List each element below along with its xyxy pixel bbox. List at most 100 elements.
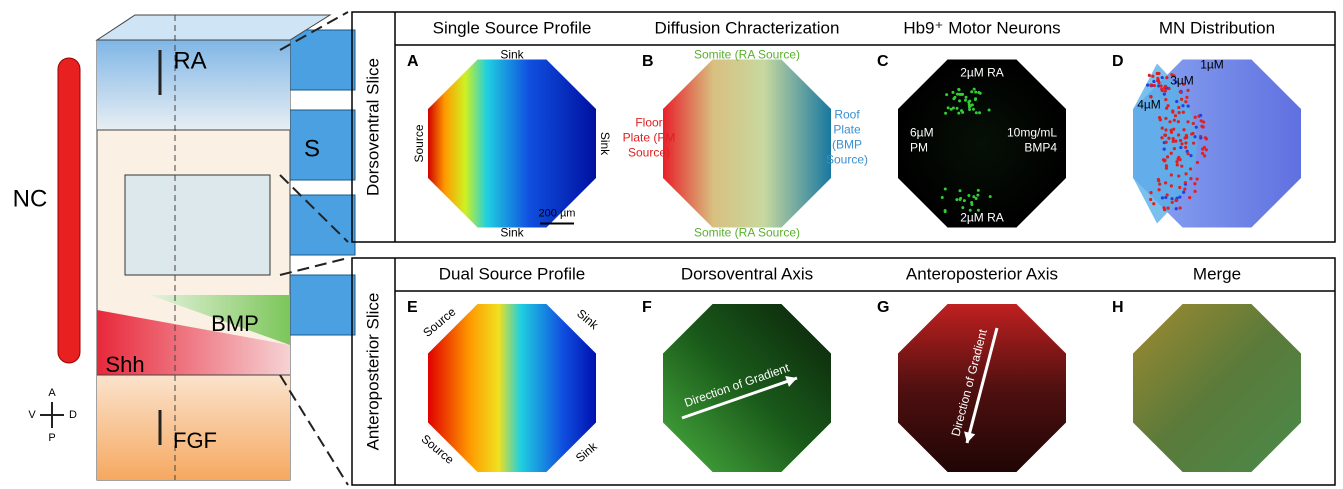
connector [279,374,349,486]
label-line: 2µM RA [960,211,1004,225]
neuron-dot [1180,142,1184,146]
neuron-dot [1178,206,1182,210]
neuron-dot [1169,130,1174,134]
neuron-dot [1184,100,1188,104]
neuron-dot [1164,140,1168,144]
neuron-dot [1171,110,1175,114]
neuron-dot [1170,200,1174,204]
neuron-dot [1183,187,1187,191]
neuron-dot [1149,197,1153,202]
neuron-dot [1204,148,1208,152]
panel-label: Sink [573,439,601,465]
neuron-dot [1146,83,1150,87]
neuron-dot [1156,79,1160,83]
panel-letter: G [877,299,889,316]
cell [972,87,976,91]
neuron-dot [1151,74,1155,78]
label-line: Roof [834,108,860,122]
bmp-label: BMP [211,311,259,336]
neuron-dot [1201,151,1205,155]
label-line: PM [910,141,928,155]
neuron-dot [1171,139,1175,143]
neuron-dot [1199,136,1203,140]
neuron-dot [1158,118,1162,122]
embryo-diagram: NC RA S BMP Shh FGF A P V D [13,11,356,486]
panel-label: Source [412,124,426,162]
neuron-dot [1186,88,1190,92]
connector [279,174,349,243]
neuron-dot [1172,127,1176,131]
neuron-dot [1178,185,1182,190]
octagon [898,59,1066,228]
neuron-dot [1164,166,1169,170]
neuron-dot [1149,191,1153,195]
fgf-label: FGF [173,428,217,453]
neuron-dot [1157,179,1161,183]
neuron-dot [1202,120,1206,124]
neuron-dot [1164,128,1168,132]
neuron-dot [1192,141,1196,145]
neuron-dot [1174,80,1178,84]
neuron-dot [1179,138,1183,143]
panel-letter: C [877,53,889,70]
neuron-dot [1181,110,1185,114]
neuron-dot [1195,177,1199,181]
neuron-dot [1165,76,1169,80]
neuron-dot [1193,115,1197,119]
ra-region [97,40,290,130]
neuron-dot [1169,173,1173,177]
neuron-dot [1195,160,1200,165]
neuron-dot [1163,181,1168,185]
neuron-dot [1169,184,1173,188]
connector [279,257,349,276]
neuron-dot [1189,176,1193,181]
panel-label: Sink [574,307,602,333]
cell [949,107,953,111]
label-line: Somite (RA Source) [694,48,800,62]
notochord [57,57,81,364]
neuron-dot [1177,174,1181,178]
fgf-region [97,370,290,480]
label-line: Sink [500,48,524,62]
cell [957,111,961,115]
cell [955,198,959,202]
cell [945,93,949,97]
neuron-dot [1175,163,1179,167]
label-line: Sink [598,132,612,156]
neuron-dot [1194,125,1198,129]
label-line: 6µM [910,126,934,140]
neuron-dot [1184,145,1188,149]
neuron-dot [1163,84,1168,88]
row-frame [351,257,1336,486]
neuron-dot [1174,139,1178,143]
neuron-dot [1189,154,1193,158]
neuron-dot [1152,202,1156,206]
neuron-dot [1174,207,1178,211]
cell [958,99,962,103]
neuron-dot [1172,74,1176,78]
neuron-dot [1165,155,1170,159]
neuron-dot [1178,158,1182,162]
compass-label: P [48,432,55,444]
neuron-dot [1163,133,1168,137]
neuron-dot [1181,104,1185,108]
panel-label: Sink [598,132,612,156]
neuron-dot [1169,151,1173,155]
neuron-dot [1188,167,1193,171]
panel-label: 4µM [1137,98,1161,112]
row-frame [351,11,1336,243]
cell [962,199,966,203]
neuron-dot [1182,128,1186,132]
cell [974,197,978,201]
label-line: Sink [809,307,837,333]
cell [944,111,948,115]
neuron-dot [1177,111,1181,115]
panel-letter: E [407,299,418,316]
panel-label: Roof Plate (BMP Source) [826,108,868,167]
panel-label: 2µM RA [960,211,1004,225]
panel-letter: H [1112,299,1124,316]
neuron-dot [1168,120,1172,124]
neuron-dot [1186,104,1190,108]
neuron-dot [1178,195,1182,199]
panel-letter: B [642,53,654,70]
